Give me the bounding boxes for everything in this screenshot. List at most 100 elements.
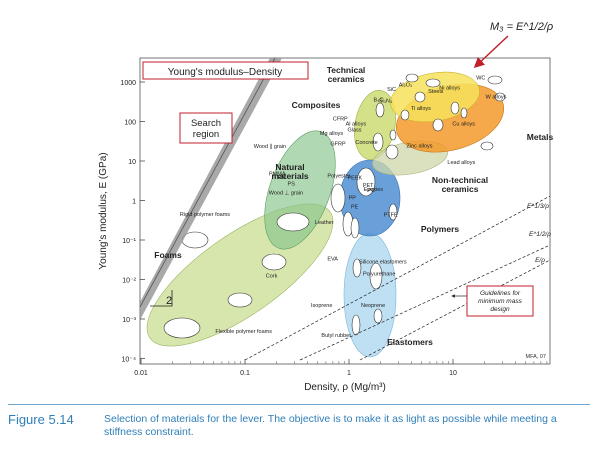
material-label: Ti alloys	[411, 106, 431, 112]
bubble-butyl	[351, 314, 361, 336]
material-label: Glass	[348, 128, 362, 134]
material-label: Polyester	[327, 174, 350, 180]
y-tick-label: 1000	[120, 80, 136, 87]
bubble-steels	[450, 101, 460, 115]
material-label: Leather	[315, 220, 334, 226]
material-label: Mg alloys	[320, 131, 343, 137]
figure-number: Figure 5.14	[8, 412, 74, 427]
search-region-box	[179, 112, 233, 144]
material-label: Wood ⊥ grain	[269, 190, 303, 197]
material-label: PE	[351, 204, 359, 210]
slope-triangle	[150, 290, 173, 307]
material-label: Epoxies	[363, 187, 383, 193]
search-region-label: Search region	[191, 118, 221, 140]
family-label: materials	[271, 171, 309, 181]
material-bubbles	[163, 73, 506, 339]
material-label: Concrete	[355, 140, 377, 146]
material-label: Cu alloys	[452, 122, 475, 128]
caption-text: Selection of materials for the lever. Th…	[104, 413, 557, 438]
y-tick-label: 10⁻³	[122, 317, 136, 324]
family-label: Foams	[154, 250, 182, 260]
slope-guide-line	[139, 57, 276, 308]
bubble-pe	[350, 217, 360, 239]
guideline-label: E^1/3/ρ	[527, 203, 549, 210]
family-label: ceramics	[328, 74, 365, 84]
material-label: PC	[367, 188, 375, 194]
family-label: Metals	[527, 132, 554, 142]
material-label: PTFE	[384, 212, 398, 218]
family-label: Composites	[292, 100, 341, 110]
material-label: GFRP	[330, 141, 346, 147]
material-label: B₄C	[373, 98, 383, 104]
guideline-lines	[244, 195, 551, 361]
material-label: Ni alloys	[439, 86, 460, 92]
envelope-composites	[354, 90, 396, 160]
slope-triangle-label: 2	[166, 295, 172, 307]
family-label: ceramics	[442, 184, 479, 194]
material-label: SiC	[387, 87, 396, 93]
bubble-cork	[261, 253, 287, 271]
family-label: Polymers	[421, 224, 460, 234]
x-tick-label: 1	[347, 370, 351, 377]
guideline-labels: E^1/3/ρ E^1/2/ρ E/ρ	[527, 203, 551, 264]
bubble-mg-alloys	[389, 129, 397, 141]
bubble-ti	[414, 91, 426, 103]
bubble-ceramic-2	[425, 78, 441, 88]
bubble-w	[494, 92, 506, 102]
y-tick-label: 10⁻¹	[122, 238, 136, 245]
material-label: PS	[288, 182, 296, 188]
material-label: Butyl rubber	[321, 333, 351, 339]
chart-title-box	[142, 61, 309, 80]
family-labels: TechnicalceramicsCompositesMetalsNatural…	[154, 65, 553, 347]
material-label: PA	[278, 175, 285, 181]
slope-guide-band	[140, 58, 282, 320]
material-label: Flexible polymer foams	[215, 329, 272, 335]
family-label: Non-technical	[432, 175, 488, 185]
footnote: MFA, 07	[526, 354, 546, 360]
material-label: Isoprene	[311, 303, 332, 309]
x-tick-label: 0.1	[240, 370, 250, 377]
bubble-zinc	[432, 118, 444, 132]
bubble-silicone	[369, 262, 383, 290]
index-arrow	[473, 35, 509, 69]
x-tick-label: 10	[449, 370, 457, 377]
y-tick-label: 100	[124, 120, 136, 127]
bubble-al-alloys	[400, 109, 410, 121]
y-tick-label: 10⁻⁴	[122, 357, 137, 364]
material-label: PMMA	[269, 172, 286, 178]
material-label: Cork	[266, 274, 278, 280]
guidelines-box	[466, 285, 534, 317]
material-label: PET	[363, 183, 374, 189]
material-label: Steels	[428, 89, 444, 95]
material-label: Al alloys	[346, 122, 367, 128]
y-tick-label: 10	[128, 159, 136, 166]
bubble-eva	[352, 258, 362, 278]
bubble-polymer-cluster	[356, 167, 376, 197]
bubble-concrete	[385, 144, 399, 160]
bubble-lead	[480, 141, 494, 151]
material-label: Wood ∥ grain	[254, 143, 286, 150]
family-label: Technical	[327, 65, 366, 75]
bubble-cfrp	[375, 102, 385, 118]
bubble-neoprene	[373, 308, 383, 324]
family-label: Natural	[275, 162, 304, 172]
axes: 0.01 0.1 1 10 10⁻⁴ 10⁻³ 10⁻² 10⁻¹ 1 10 100 1000	[120, 80, 548, 377]
y-axis-label: Young's modulus, E (GPa)	[98, 152, 109, 269]
guideline-label: E/ρ	[535, 257, 545, 264]
bubble-flexible-foam-2	[227, 292, 253, 308]
y-tick-label: 1	[132, 199, 136, 206]
material-label: Neoprene	[361, 303, 385, 309]
material-label: Si₃N₄	[379, 99, 393, 105]
figure-caption: Figure 5.14 Selection of materials for t…	[8, 404, 590, 439]
guidelines-label: Guidelines for minimum mass design	[478, 290, 522, 313]
material-label: Rigid polymer foams	[180, 212, 230, 218]
bubble-gfrp	[372, 132, 384, 152]
material-label: PP	[349, 195, 357, 201]
index-label: M₃ = E^1/2/ρ	[490, 21, 553, 33]
material-label: W alloys	[486, 95, 507, 101]
bubble-wood-perp	[330, 183, 346, 213]
material-label: WC	[476, 75, 485, 81]
bubble-flexible-foam-1	[163, 317, 201, 339]
material-label: CFRP	[333, 116, 348, 122]
